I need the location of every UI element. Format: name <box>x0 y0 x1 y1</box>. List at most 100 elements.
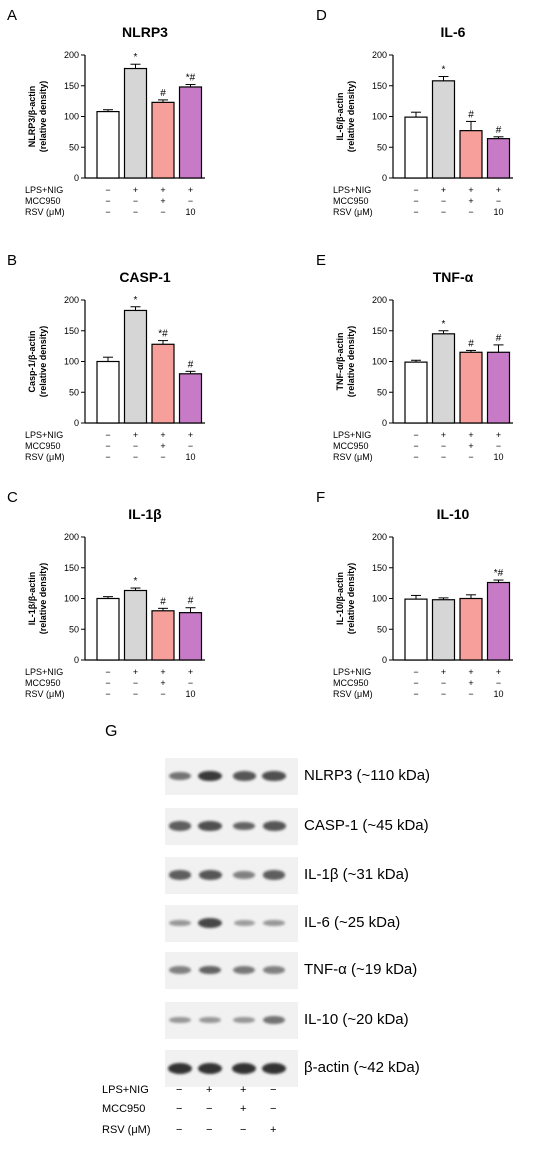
significance-label: # <box>496 125 502 136</box>
blot-strip <box>165 1002 298 1039</box>
treatment-sign: − <box>133 689 138 699</box>
y-axis-label: NLRP3/β-actin(relative density) <box>27 81 48 153</box>
treatment-sign: − <box>105 196 110 206</box>
treatment-sign: − <box>133 441 138 451</box>
treatment-sign: + <box>160 678 165 688</box>
blot-band <box>169 919 191 927</box>
treatment-sign: − <box>133 196 138 206</box>
blot-treatment-sign: + <box>240 1103 247 1115</box>
panel-letter-a: A <box>7 7 17 24</box>
significance-label: *# <box>158 329 168 340</box>
treatment-sign: − <box>468 452 473 462</box>
treatment-sign: + <box>468 430 473 440</box>
significance-label: *# <box>494 568 504 579</box>
blot-band <box>198 870 222 880</box>
treatment-sign: − <box>441 207 446 217</box>
y-tick-label: 50 <box>69 624 79 634</box>
bar <box>178 86 203 179</box>
treatment-sign: + <box>468 185 473 195</box>
treatment-sign: − <box>496 678 501 688</box>
treatment-sign: − <box>468 689 473 699</box>
y-axis-label-line: (relative density) <box>346 326 356 398</box>
treatment-sign: − <box>188 678 193 688</box>
blot-band <box>233 1016 255 1024</box>
blot-treatment-sign: + <box>240 1084 247 1096</box>
blot-treatment-sign: − <box>270 1103 277 1115</box>
treatment-row-label: MCC950 <box>333 441 369 451</box>
treatment-sign: − <box>105 678 110 688</box>
treatment-sign: 10 <box>185 689 195 699</box>
chart-title: IL-6 <box>441 24 466 40</box>
treatment-sign: + <box>441 185 446 195</box>
treatment-row-label: RSV (μM) <box>333 207 373 217</box>
treatment-sign: − <box>441 678 446 688</box>
treatment-sign: + <box>468 196 473 206</box>
bar <box>431 80 456 179</box>
treatment-sign: − <box>441 196 446 206</box>
blot-strip <box>165 1050 298 1087</box>
y-tick-label: 50 <box>69 387 79 397</box>
chart-title: TNF-α <box>433 269 474 285</box>
treatment-sign: + <box>188 667 193 677</box>
bar <box>459 597 483 661</box>
significance-label: # <box>188 359 194 370</box>
panel-letter-g: G <box>105 723 118 740</box>
chart-title: IL-10 <box>437 506 470 522</box>
treatment-sign: + <box>496 430 501 440</box>
y-tick-label: 200 <box>64 295 79 305</box>
bar <box>96 360 120 424</box>
treatment-sign: − <box>413 452 418 462</box>
blot-band <box>198 821 222 831</box>
treatment-sign: − <box>105 667 110 677</box>
blot-treatment-label: RSV (μM) <box>102 1124 151 1136</box>
treatment-sign: − <box>413 207 418 217</box>
blot-row-label: TNF-α (~19 kDa) <box>304 961 418 978</box>
treatment-sign: + <box>496 667 501 677</box>
y-tick-label: 100 <box>64 357 79 367</box>
blot-treatment-sign: − <box>206 1124 213 1136</box>
treatment-row-label: LPS+NIG <box>333 185 371 195</box>
bar <box>96 110 120 179</box>
treatment-sign: + <box>133 430 138 440</box>
treatment-sign: − <box>413 441 418 451</box>
bar <box>431 333 456 424</box>
blot-treatment-sign: − <box>240 1124 247 1136</box>
blot-band <box>232 1062 256 1074</box>
y-tick-label: 50 <box>69 142 79 152</box>
treatment-sign: − <box>413 196 418 206</box>
treatment-sign: − <box>160 689 165 699</box>
y-axis-label: Casp-1/β-actin(relative density) <box>27 326 48 398</box>
treatment-sign: 10 <box>185 207 195 217</box>
bar <box>486 581 511 661</box>
treatment-sign: 10 <box>185 452 195 462</box>
blot-band <box>198 770 222 782</box>
blot-band <box>198 965 222 975</box>
y-axis-label-line: IL-10/β-actin <box>335 572 345 625</box>
blot-row-label: CASP-1 (~45 kDa) <box>304 817 429 834</box>
treatment-row-label: MCC950 <box>333 678 369 688</box>
treatment-sign: − <box>188 441 193 451</box>
blot-band <box>262 870 286 880</box>
treatment-sign: + <box>160 667 165 677</box>
treatment-row-label: RSV (μM) <box>25 689 65 699</box>
panel-letter-b: B <box>7 252 17 269</box>
treatment-sign: − <box>441 441 446 451</box>
blot-band <box>168 821 192 831</box>
blot-band <box>262 821 286 831</box>
y-axis-label-line: IL-1β/β-actin <box>27 572 37 626</box>
significance-label: *# <box>186 73 196 84</box>
blot-band <box>199 1016 221 1024</box>
bar <box>404 361 428 424</box>
blot-band <box>198 1062 222 1074</box>
bar <box>123 309 148 424</box>
y-tick-label: 100 <box>372 594 387 604</box>
y-axis-label-line: NLRP3/β-actin <box>27 86 37 148</box>
treatment-sign: + <box>441 667 446 677</box>
y-tick-label: 50 <box>377 387 387 397</box>
bar <box>459 351 483 424</box>
blot-band <box>168 771 192 781</box>
treatment-sign: − <box>105 430 110 440</box>
significance-label: # <box>160 88 166 99</box>
blot-band <box>198 917 222 929</box>
